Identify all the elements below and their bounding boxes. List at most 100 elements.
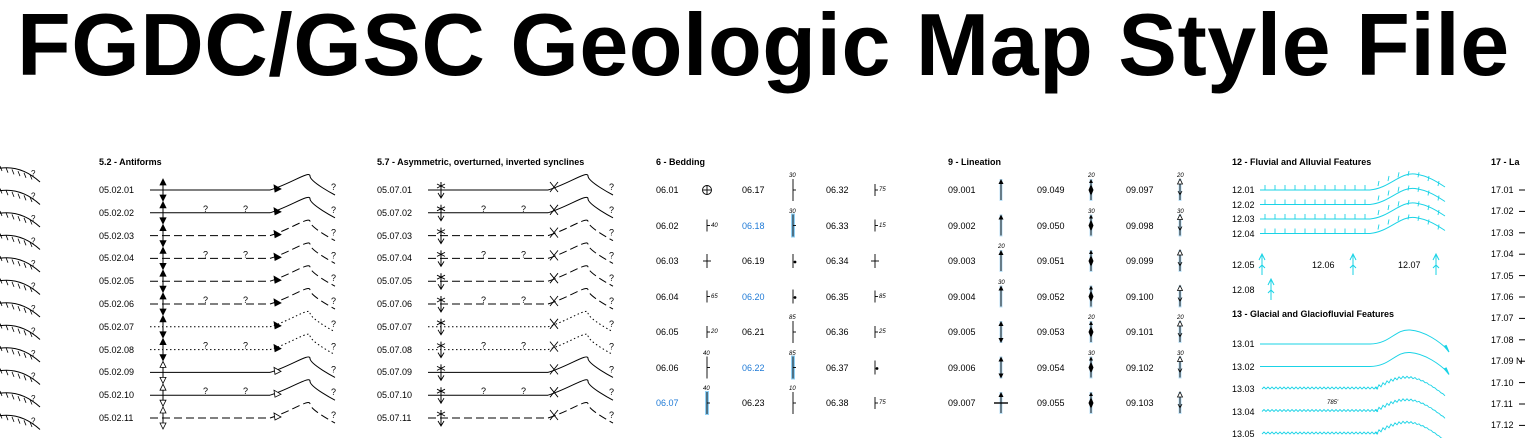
syncline-curve [547,242,614,264]
lineation-open-tail [1177,403,1183,409]
fluvial-point-code: 12.05 [1232,260,1255,270]
antiform-arrow-up [159,292,167,300]
fluvial-tick [1387,190,1390,196]
lineation-code: 09.051 [1037,256,1065,266]
antiform-code: 05.02.06 [99,299,135,309]
fluvial-tick [1417,215,1420,221]
syncline-code: 05.07.03 [377,230,413,241]
antiform-arrow-down [159,308,167,316]
syncline-query: ? [481,386,486,396]
syncline-query: ? [521,204,526,214]
fluvial-tick [1427,204,1430,211]
antiform-curve-arrow [273,252,282,262]
fluvial-tick [1377,224,1380,230]
bedding-code: 06.05 [656,327,679,337]
partial-query: ? [31,169,36,178]
partial-tick [29,196,33,203]
partial-tick [29,219,33,225]
syncline-curve-cross [549,204,559,216]
partial-tick [5,370,9,376]
fluvial-tick [1397,186,1400,192]
syncline-query: ? [609,182,614,192]
partial-tick [17,373,21,379]
partial-tick [23,375,27,381]
fluvial-tick [1437,224,1440,230]
antiform-code: 05.02.11 [99,413,134,423]
lineation-code: 09.005 [948,327,976,337]
bedding-value: 30 [789,208,796,215]
partial-tick [17,193,21,199]
fluvial-tick [1407,170,1410,177]
lineation-code: 09.101 [1126,327,1154,337]
bedding-value: 65 [711,293,718,300]
lineation-arrowhead [998,285,1004,291]
fluvial-tick [1437,209,1440,216]
antiform-arrow-down [159,399,167,408]
antiform-curve [269,379,336,401]
fluvial-tick [1437,180,1440,187]
syncline-code: 05.07.01 [377,185,413,195]
partial-tick [23,285,27,291]
antiform-code: 05.02.10 [99,390,135,401]
partial-tick [5,415,9,421]
fluvial-point-arrow [1349,252,1357,261]
antiform-query: ? [331,250,336,260]
syncline-code: 05.07.11 [377,413,412,423]
antiform-curve-arrow [273,343,282,353]
syncline-curve-cross [549,272,559,284]
syncline-query: ? [609,319,614,329]
partial-tick [23,240,27,246]
fluvial-curve [1369,202,1446,220]
partial-tick [11,281,15,288]
fluvial-point-chevron [1432,264,1440,269]
partial-tick [0,233,3,239]
landslide-code: 17.09 N [1491,356,1523,367]
antiform-curve-arrow [273,184,282,193]
antiform-arrow-up [159,246,167,254]
antiform-arrow-up [159,383,167,391]
glacial-code: 13.01 [1232,339,1255,349]
landslide-code: 17.11 [1491,399,1513,409]
glacial-wavy-line [1261,420,1443,438]
syncline-query: ? [481,341,486,351]
lineation-code: 09.054 [1037,362,1065,373]
partial-tick [5,190,9,196]
antiform-arrow-up [159,406,167,414]
landslide-code: 17.01 [1491,185,1514,195]
partial-tick [23,172,27,178]
antiform-code: 05.02.02 [99,207,135,218]
partial-tick [17,283,21,289]
fluvial-point-chevron [1349,264,1357,269]
lineation-open-head [1176,178,1184,185]
syncline-cross [436,411,446,417]
landslide-heading-partial: 17 - La [1491,157,1520,167]
bedding-code: 06.06 [656,362,679,373]
antiform-arrow-up [159,360,167,368]
antiform-curve-arrow [273,389,282,398]
syncline-curve-cross [549,409,559,421]
antiform-code: 05.02.03 [99,230,135,241]
lineation-value: 20 [1088,315,1095,321]
bedding-dot [793,296,797,299]
antiform-code: 05.02.09 [99,367,135,378]
antiform-arrow-up [159,200,167,209]
syncline-cross [436,320,446,326]
fluvial-tick [1417,172,1420,178]
partial-query: ? [31,192,36,201]
lineation-open-tail [1177,226,1183,232]
synclines-heading: 5.7 - Asymmetric, overturned, inverted s… [377,157,585,167]
bedding-code: 06.34 [826,256,849,266]
lineation-arrowhead [998,373,1004,379]
lineation-arrowhead [998,321,1004,326]
antiform-curve-arrow [273,298,282,307]
syncline-cross [436,206,446,212]
antiform-arrow-down [159,194,167,202]
lineation-arrowhead [998,250,1004,255]
bedding-value: 75 [879,400,886,406]
fluvial-tick [1417,201,1420,207]
bedding-dot [793,260,797,264]
syncline-curve-cross [549,386,559,398]
lineation-open-tail [1177,368,1183,374]
antiform-curve [269,402,336,424]
fluvial-tick [1377,180,1380,187]
